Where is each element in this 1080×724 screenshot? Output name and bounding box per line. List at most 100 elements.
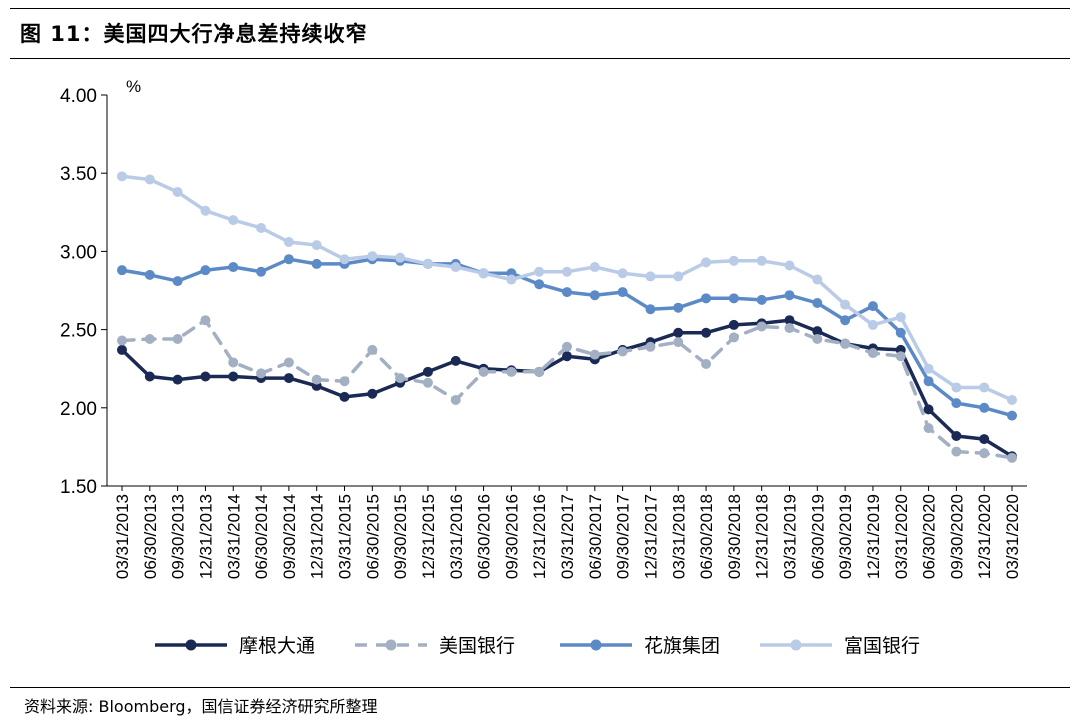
header-bottom-rule [10,58,1070,59]
legend-item: 富国银行 [760,635,920,657]
data-point [200,371,211,382]
data-point [562,287,572,298]
data-point [867,301,878,312]
data-point [756,294,767,305]
data-point [478,366,489,377]
x-tick-label: 12/31/2014 [308,494,327,579]
y-tick-label: 2.00 [60,399,97,420]
data-point [979,402,990,413]
data-point [812,326,823,337]
data-point [339,254,350,265]
series-line [120,318,1014,459]
x-tick-label: 03/31/2017 [558,494,577,579]
series-4 [117,171,1017,405]
data-point [228,371,239,382]
data-point [450,355,461,366]
data-point [311,374,322,385]
x-tick-label: 12/31/2018 [753,494,772,579]
data-point [311,240,322,251]
data-point [422,258,433,269]
data-point [951,446,962,457]
data-point [895,312,906,323]
data-point [172,374,183,385]
legend-item: 美国银行 [355,635,515,657]
series-1 [117,315,1017,462]
data-point [756,255,767,266]
data-point [562,341,572,352]
data-point [784,260,795,271]
data-point [172,186,183,197]
x-tick-label: 09/30/2016 [502,494,521,579]
data-point [951,398,962,409]
line-chart: 4.00 3.50 3.00 2.50 2.00 1.50% 03/31/2013 06/30… [60,77,1027,657]
data-point [339,376,350,387]
data-point [784,323,795,334]
data-point [1007,452,1017,463]
data-point [144,269,155,280]
x-tick-label: 06/30/2016 [475,494,494,579]
data-point [589,290,600,301]
figure-title: 图 11：美国四大行净息差持续收窄 [20,22,368,46]
data-point [283,254,294,265]
legend-label: 摩根大通 [239,635,315,657]
x-tick-label: 12/31/2016 [530,494,549,579]
header-top-rule [10,8,1070,9]
data-point [144,174,155,185]
data-point [840,299,851,310]
data-point [117,344,127,355]
x-tick-label: 09/30/2013 [169,494,188,579]
data-point [200,315,211,326]
x-tick-label: 09/30/2017 [614,494,633,579]
data-point [812,274,823,285]
data-point [589,349,600,360]
y-tick-label: 3.00 [60,242,97,263]
legend-label: 富国银行 [844,635,920,657]
data-point [1007,394,1017,405]
data-point [673,337,684,348]
x-tick-label: 03/31/2019 [781,494,800,579]
series-2 [117,315,1017,463]
series-line [120,257,1014,418]
data-point [728,293,739,304]
legend-item: 摩根大通 [155,635,315,657]
data-point [534,279,545,290]
data-point [228,215,239,226]
data-point [256,222,267,233]
x-tick-label: 06/30/2014 [252,494,271,579]
data-point [895,327,906,338]
data-point [701,327,712,338]
data-point [117,335,127,346]
data-point [756,321,767,332]
data-point [422,377,433,388]
figure-header: 图 11：美国四大行净息差持续收窄 [0,0,1080,60]
data-point [367,344,378,355]
y-tick-label: 4.00 [60,86,97,107]
x-tick-label: 03/31/2014 [224,494,243,579]
data-point [228,357,239,368]
legend-item: 花旗集团 [560,635,720,657]
source-note: 资料来源: Bloomberg，国信证券经济研究所整理 [24,697,378,716]
data-point [450,262,461,273]
legend-swatch-marker [185,639,197,651]
data-point [144,371,155,382]
data-point [200,205,211,216]
data-point [506,366,517,377]
data-point [422,366,433,377]
data-point [172,276,183,287]
data-point [923,363,934,374]
data-point [562,266,572,277]
data-point [645,304,656,315]
data-point [728,319,739,330]
data-point [256,368,267,379]
data-point [728,332,739,343]
data-point [840,338,851,349]
data-point [867,319,878,330]
data-point [562,351,572,362]
data-point [311,258,322,269]
data-point [478,268,489,279]
chart-series [117,171,1017,463]
x-tick-label: 06/30/2013 [141,494,160,579]
x-tick-label: 03/31/2020 [892,494,911,579]
x-tick-label: 09/30/2018 [725,494,744,579]
data-point [701,359,712,370]
